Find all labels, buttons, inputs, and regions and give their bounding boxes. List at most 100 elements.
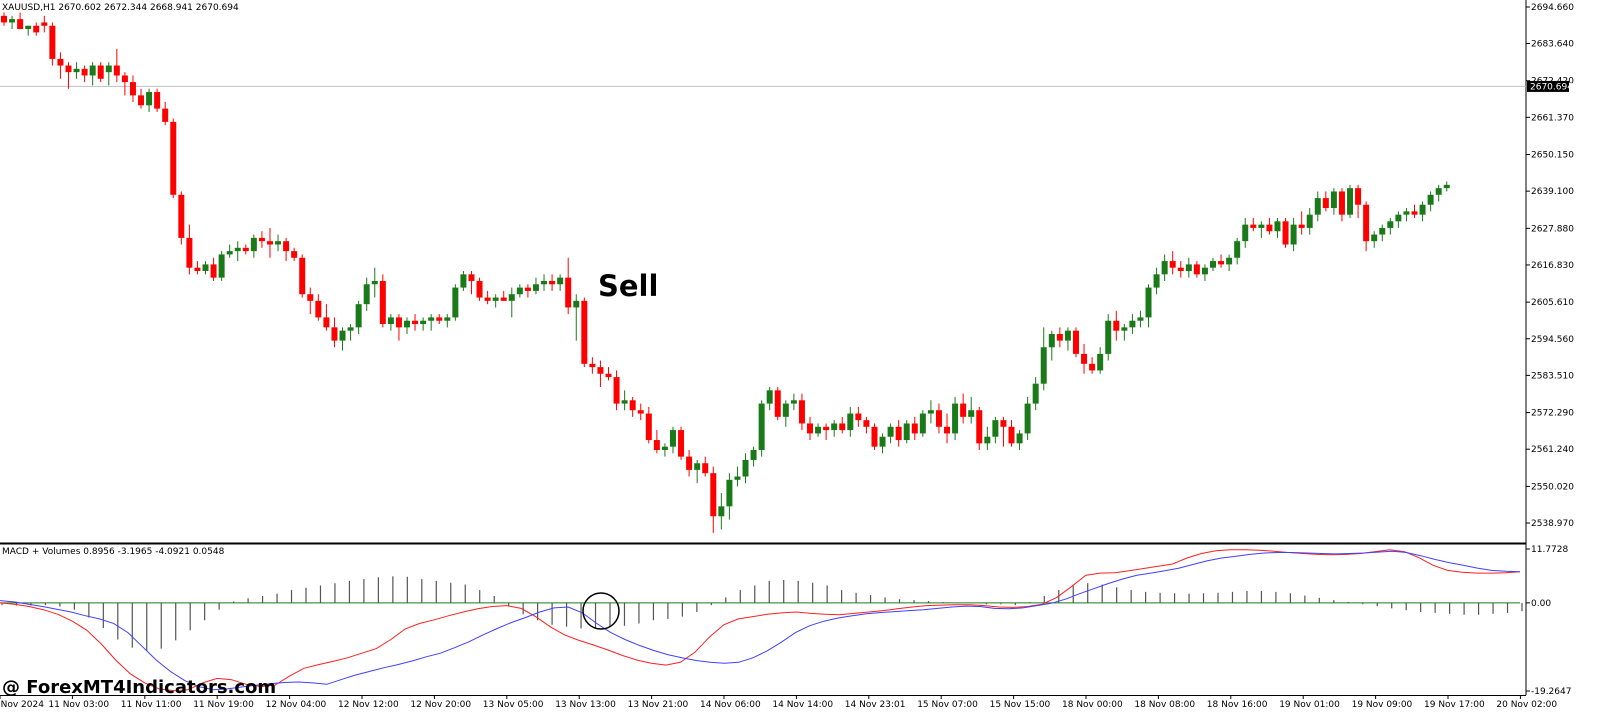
time-axis: 8 Nov 2024 11 Nov 03:00 11 Nov 11:00 11 Nov… [0, 695, 1557, 710]
time-tick-label: 19 Nov 09:00 [1352, 700, 1413, 710]
candle-body [815, 426, 822, 434]
candle [887, 423, 894, 444]
candle-body [565, 277, 572, 308]
candle-body [1379, 227, 1386, 235]
candle [1427, 191, 1434, 212]
candle [1330, 188, 1337, 215]
candle-body [1403, 211, 1410, 215]
price-tick-label: 2594.560 [1531, 335, 1574, 345]
candle [968, 396, 975, 424]
candle-body [1113, 320, 1120, 331]
candle-body [1161, 261, 1168, 275]
candle-body [847, 413, 854, 431]
candle [508, 287, 515, 318]
candle-body [89, 65, 96, 76]
candle [661, 443, 668, 457]
candle [1129, 314, 1136, 334]
candle-body [669, 430, 676, 447]
candle [863, 416, 870, 434]
candle [379, 274, 386, 328]
candle-body [1185, 264, 1192, 272]
candle-body [1000, 420, 1007, 427]
candle-body [1201, 267, 1208, 275]
macd-tick-label: 11.7728 [1531, 545, 1568, 555]
candle [1306, 208, 1313, 235]
candle [823, 423, 830, 441]
candle [621, 390, 628, 411]
candle-body [500, 297, 507, 301]
candle-body [1169, 261, 1176, 268]
time-tick-label: 13 Nov 05:00 [483, 700, 544, 710]
candle [1250, 217, 1257, 232]
candle-body [307, 294, 314, 301]
price-tick-label: 2583.510 [1531, 371, 1574, 381]
candle [1371, 231, 1378, 248]
candle-body [460, 274, 467, 288]
candle-body [766, 390, 773, 404]
candle [710, 466, 717, 533]
candle [532, 277, 539, 295]
candle [194, 261, 201, 275]
candle-body [412, 320, 419, 325]
candle-body [798, 400, 805, 424]
sell-annotation: Sell [598, 269, 658, 303]
candle-body [871, 426, 878, 447]
candle [1169, 251, 1176, 275]
candle-body [57, 58, 64, 66]
candle-body [1330, 191, 1337, 209]
candle-body [1, 15, 7, 23]
price-panel-header: XAUUSD,H1 2670.602 2672.344 2668.941 267… [2, 3, 239, 13]
candle [1072, 327, 1079, 358]
candle [283, 237, 290, 262]
candle-body [597, 367, 604, 374]
candle [395, 314, 402, 341]
candle [678, 426, 685, 460]
watermark: @ ForexMT4Indicators.com [2, 677, 276, 698]
candle [1097, 347, 1104, 374]
time-tick-label: 12 Nov 20:00 [410, 700, 471, 710]
candle-body [1226, 257, 1233, 265]
candle [774, 387, 781, 421]
candle [1395, 211, 1402, 228]
candle [516, 284, 523, 298]
candle [645, 406, 652, 444]
candle [315, 294, 322, 321]
candle [291, 247, 298, 262]
candle [1137, 310, 1144, 328]
candle [1210, 257, 1216, 272]
candle [1089, 357, 1096, 374]
candle-body [218, 254, 225, 278]
candle [1363, 201, 1370, 252]
candle-body [331, 327, 338, 341]
candle-body [444, 317, 451, 321]
candle-body [903, 423, 910, 441]
candle-body [363, 284, 370, 305]
candle-body [1234, 241, 1241, 258]
candle [807, 416, 813, 441]
candle [97, 62, 104, 83]
candle [702, 456, 709, 477]
candle [412, 314, 419, 331]
time-tick-label: 18 Nov 16:00 [1207, 700, 1268, 710]
candle [935, 403, 942, 434]
candle-body [557, 277, 564, 285]
candle-body [524, 287, 531, 291]
candle-body [686, 456, 693, 470]
candle-body [621, 400, 628, 404]
candle-body [1016, 433, 1023, 444]
time-tick-label: 18 Nov 00:00 [1062, 700, 1123, 710]
time-tick-label: 11 Nov 19:00 [193, 700, 254, 710]
candle-body [1089, 363, 1096, 371]
candle [138, 88, 145, 109]
candle-body [436, 317, 443, 321]
candle [919, 410, 926, 437]
candle [992, 416, 999, 444]
candle [718, 493, 725, 530]
candle-body [613, 377, 620, 404]
candle-body [468, 274, 475, 281]
candle [250, 234, 257, 258]
candle [1121, 324, 1128, 341]
candle-body [291, 251, 298, 258]
candle-body [194, 267, 201, 272]
candle-body [629, 400, 636, 411]
